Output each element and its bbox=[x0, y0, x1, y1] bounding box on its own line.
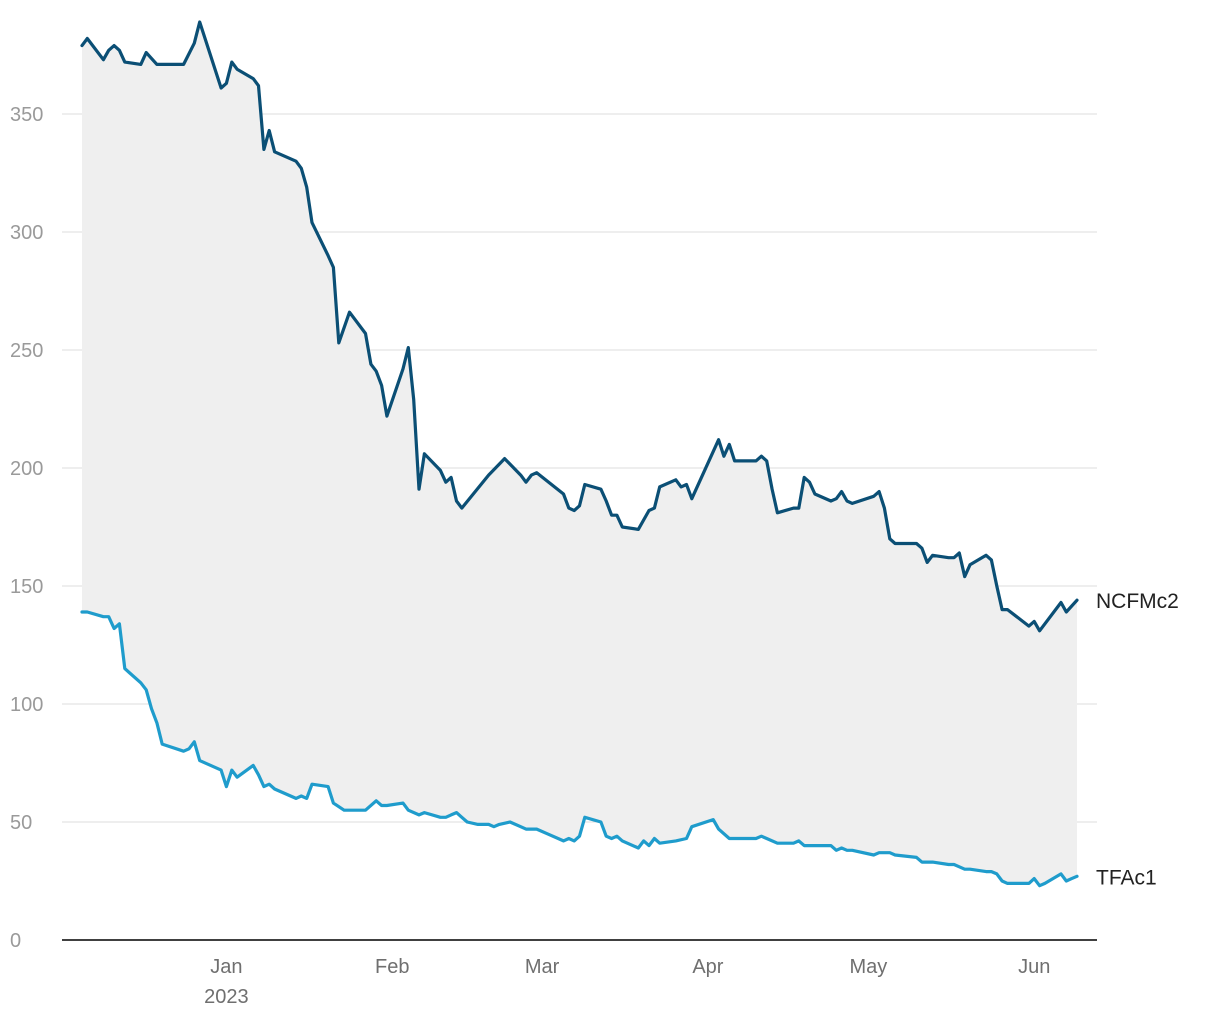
series-labels: NCFMc2 TFAc1 bbox=[1096, 590, 1179, 889]
y-tick-label: 200 bbox=[10, 458, 43, 480]
x-tick-label: Mar bbox=[525, 956, 560, 978]
series-lines bbox=[80, 20, 1079, 888]
series-line-tfac1 bbox=[80, 610, 1079, 888]
x-axis-ticks: Jan 2023 Feb Mar Apr May Jun bbox=[204, 956, 1050, 1008]
x-tick-label: Jan bbox=[210, 956, 242, 978]
x-tick-label: May bbox=[849, 956, 887, 978]
x-tick-label: Apr bbox=[692, 956, 723, 978]
y-tick-label: 0 bbox=[10, 930, 21, 952]
y-tick-label: 300 bbox=[10, 222, 43, 244]
y-tick-label: 150 bbox=[10, 576, 43, 598]
series-line-ncfmc2 bbox=[80, 20, 1079, 633]
range-band bbox=[82, 22, 1077, 886]
y-tick-label: 100 bbox=[10, 694, 43, 716]
x-tick-sublabel: 2023 bbox=[204, 986, 249, 1008]
y-tick-label: 50 bbox=[10, 812, 32, 834]
x-tick-label: Jun bbox=[1018, 956, 1050, 978]
series-label-tfac1: TFAc1 bbox=[1096, 866, 1157, 889]
series-label-ncfmc2: NCFMc2 bbox=[1096, 590, 1179, 613]
y-tick-label: 350 bbox=[10, 104, 43, 126]
x-tick-label: Feb bbox=[375, 956, 409, 978]
y-tick-label: 250 bbox=[10, 340, 43, 362]
y-axis-ticks: 0 50 100 150 200 250 300 350 bbox=[10, 104, 43, 952]
